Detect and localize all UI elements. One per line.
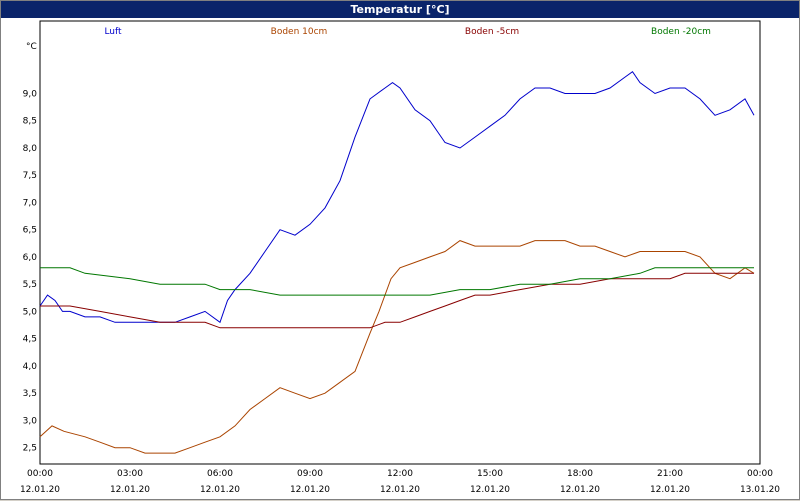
y-tick-label: 3,0 [23,416,38,426]
y-tick-label: 2,5 [23,444,37,454]
chart-title: Temperatur [°C] [1,1,799,18]
x-tick-time: 12:00 [387,469,413,479]
x-tick-date: 12.01.20 [200,485,240,495]
legend-entry: Luft [104,27,122,37]
x-tick-date: 12.01.20 [560,485,600,495]
x-tick-time: 00:00 [27,469,53,479]
x-tick-time: 00:00 [747,469,773,479]
x-tick-date: 12.01.20 [290,485,330,495]
y-tick-label: 6,0 [23,253,38,263]
x-tick-date: 12.01.20 [20,485,60,495]
y-tick-label: 5,0 [23,307,38,317]
y-tick-label: 3,5 [23,389,37,399]
y-tick-label: 6,5 [23,226,37,236]
legend: Luft Boden 10cm Boden -5cm Boden -20cm [104,27,711,37]
x-tick-time: 18:00 [567,469,593,479]
y-tick-label: 9,0 [23,89,38,99]
legend-entry: Boden -5cm [465,27,519,37]
x-tick-labels: 00:00 12.01.20 03:00 12.01.20 06:00 12.01.20 0… [20,469,780,495]
plot-area [39,20,761,465]
y-tick-label: 7,5 [23,171,37,181]
x-tick-time: 21:00 [657,469,683,479]
series-line [39,240,755,454]
series-line [40,267,754,296]
y-axis-unit: °C [26,42,37,52]
series-line [39,70,755,324]
x-tick-time: 15:00 [477,469,503,479]
x-tick-date: 12.01.20 [380,485,420,495]
y-tick-label: 4,0 [23,362,38,372]
legend-entry: Boden 10cm [271,27,328,37]
x-tick-time: 03:00 [117,469,143,479]
series-lines [39,70,755,454]
y-tick-label: 7,0 [23,198,38,208]
y-tick-label: 5,5 [23,280,37,290]
x-tick-time: 06:00 [207,469,233,479]
x-tick-date: 12.01.20 [110,485,150,495]
y-tick-labels: 2,5 3,0 3,5 4,0 4,5 5,0 5,5 6,0 6,5 7,0 7,5 8,0 8,5 9… [23,89,38,453]
x-tick-date: 12.01.20 [470,485,510,495]
axes [39,20,761,465]
y-tick-label: 8,0 [23,144,38,154]
y-tick-label: 4,5 [23,335,37,345]
x-tick-date: 13.01.20 [740,485,780,495]
y-tick-label: 8,5 [23,117,37,127]
series-line [40,272,754,329]
x-tick-date: 12.01.20 [650,485,690,495]
x-tick-time: 09:00 [297,469,323,479]
legend-entry: Boden -20cm [651,27,711,37]
